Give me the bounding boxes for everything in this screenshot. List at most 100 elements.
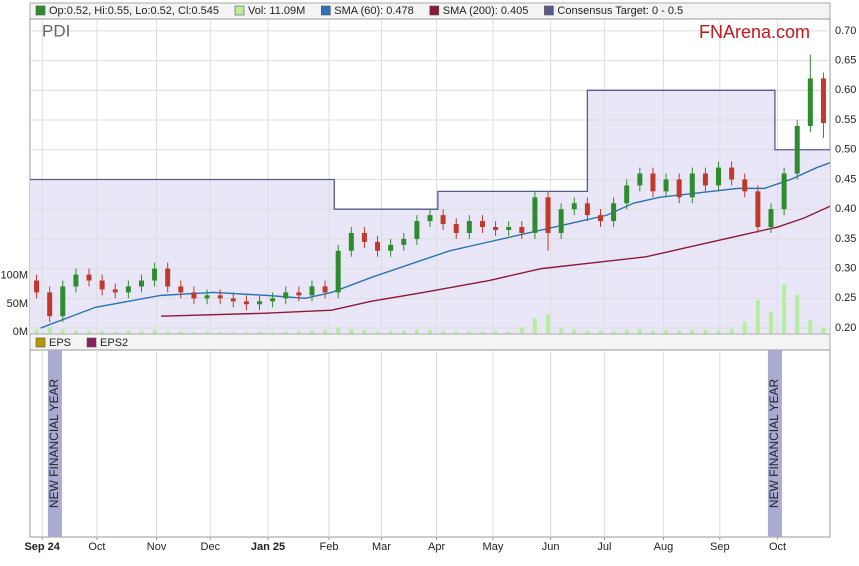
volume-bar [270,332,275,334]
ticker: PDI [42,21,70,40]
candle-body [125,286,131,293]
candle-body [152,268,158,281]
legend-label: Vol: 11.09M [248,5,305,17]
candle-body [375,241,381,251]
volume-bar [493,331,498,334]
volume-bar [768,311,773,334]
candle-body [414,221,420,239]
volume-bar [585,330,590,334]
volume-bar [60,329,65,334]
volume-bar [716,330,721,334]
volume-bar [795,294,800,334]
volume-bar [257,331,262,334]
volume-bar [808,319,813,334]
candle-body [165,268,171,287]
x-tick-label: May [483,541,504,553]
price-panel: 0.20 0.25 0.30 0.35 0.40 0.45 0.50 0.55 0.60 0.65… [0,2,856,553]
volume-bar [506,331,511,334]
volume-bar [309,330,314,334]
volume-bar [454,331,459,334]
annotation-band [47,350,62,537]
x-tick-label: Sep 24 [24,541,60,553]
candle-body [781,173,787,210]
candle-body [584,203,590,216]
candle-body [453,224,459,233]
candle-body [257,301,263,305]
volume-bar [703,330,708,334]
y-tick-label: 0.60 [835,84,856,96]
annotation-band [767,350,782,537]
volume-bar [87,331,92,334]
legend-swatch [429,5,440,16]
y2-tick-label: 50M [7,298,28,310]
y-tick-label: 0.40 [835,203,856,215]
volume-bar [231,332,236,334]
legend-label: Consensus Target: 0 - 0.5 [557,5,683,17]
candle-body [558,209,564,233]
volume-bar [73,330,78,334]
candle-body [479,221,485,228]
legend-swatch [320,5,331,16]
candle-body [702,173,708,186]
y2-tick-label: 0M [13,326,28,338]
candle-body [532,197,538,233]
candle-body [204,295,210,299]
candle-body [597,215,603,222]
candle-body [519,227,525,233]
candle-body [296,292,302,296]
x-tick-label: Mar [372,541,391,553]
x-tick-label: Jun [542,541,560,553]
legend-swatch [544,5,554,16]
candle-body [689,173,695,198]
legend-swatch [86,337,97,348]
candle-body [217,295,223,299]
x-tick-label: Feb [320,541,339,553]
volume-bar [401,330,406,334]
volume-bar [572,329,577,334]
candle-body [729,167,735,180]
volume-bar [519,327,524,334]
volume-bar [34,329,39,334]
candle-body [755,191,761,228]
candle-body [466,221,472,233]
x-tick-label: Aug [654,541,674,553]
volume-bar [349,328,354,334]
volume-bar [218,332,223,334]
volume-bar [598,330,603,334]
volume-bar [441,331,446,334]
candle-body [624,185,630,204]
candle-body [138,280,144,287]
y-tick-label: 0.65 [835,55,856,67]
volume-bar [244,332,249,334]
volume-bar [296,331,301,334]
volume-bar [139,331,144,334]
legend-bar [29,333,831,351]
candle-body [650,173,656,192]
candle-body [676,179,682,198]
x-tick-label: Nov [147,541,167,553]
x-tick-label: Dec [201,541,221,553]
volume-bar [152,329,157,334]
volume-bar [624,329,629,334]
volume-bar [100,331,105,334]
candle-body [86,274,92,281]
candle-body [73,274,79,287]
volume-bar [677,330,682,334]
candle-body [60,286,66,317]
candle-body [807,78,813,126]
y-tick-label: 0.55 [835,114,856,126]
candle-body [322,286,328,293]
legend-label: EPS [49,337,71,349]
candle-body [545,197,551,233]
candle-body [637,173,643,186]
candle-body [230,298,236,302]
volume-bar [467,331,472,334]
volume-bar [414,329,419,334]
volume-bar [126,330,131,334]
legend-label: EPS2 [100,337,128,349]
eps-panel: EPS EPS2 NEW FINANCIAL YEAR NEW FINANCIAL Y… [29,333,831,538]
candle-body [34,280,40,293]
volume-bar [205,331,210,334]
volume-bar [637,328,642,334]
